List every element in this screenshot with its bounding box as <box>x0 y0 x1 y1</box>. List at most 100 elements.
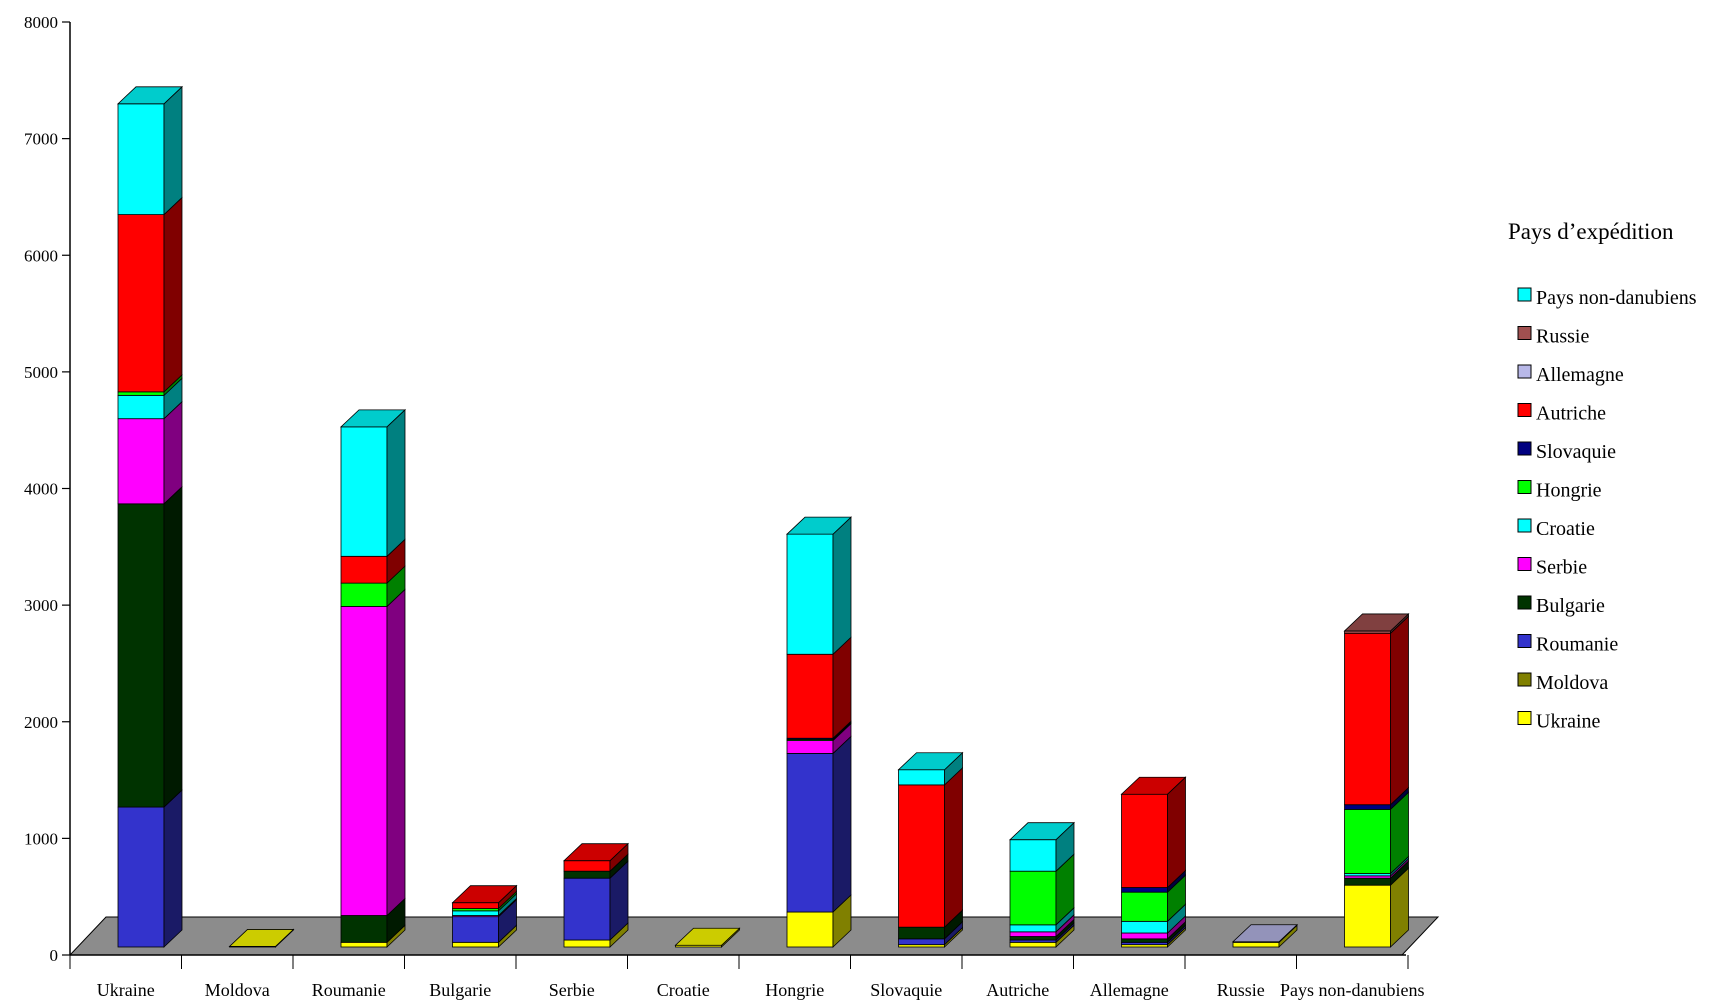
bar-segment-front <box>786 753 834 913</box>
legend-swatch <box>1517 403 1532 417</box>
legend-item: Russie <box>1517 326 1589 348</box>
legend-label: Croatie <box>1536 518 1595 540</box>
legend-item: Hongrie <box>1517 480 1602 502</box>
bar-top-cap <box>1120 776 1187 795</box>
legend-item: Moldova <box>1517 672 1608 694</box>
legend: Pays d’expédition Pays non-danubiens Russ… <box>1508 219 1697 733</box>
bar-segment-front <box>452 902 499 909</box>
bar-stack <box>1343 613 1410 948</box>
bar-segment-front <box>452 910 499 916</box>
category-label: Russie <box>1217 980 1265 1000</box>
bar-segment-front <box>1232 941 1280 948</box>
legend-swatch <box>1517 634 1532 648</box>
legend-label: Russie <box>1536 326 1589 348</box>
category-label: Pays non-danubiens <box>1280 980 1424 1000</box>
legend-item: Serbie <box>1517 557 1587 579</box>
category-label: Allemagne <box>1090 980 1169 1000</box>
legend-label: Slovaquie <box>1536 441 1616 463</box>
category-label: Serbie <box>549 980 595 1000</box>
legend-item: Pays non-danubiens <box>1517 287 1697 309</box>
bar-segment-front <box>1009 941 1057 948</box>
bar-segment-front <box>340 915 388 943</box>
bar-segment-front <box>340 555 388 584</box>
bar-segment-front <box>898 769 945 786</box>
bar-segment-side <box>386 408 406 558</box>
bar-segment-front <box>117 394 165 420</box>
legend-swatch <box>1517 557 1532 571</box>
legend-swatch <box>1517 326 1532 340</box>
bar-segment-side <box>163 196 183 393</box>
bar-segment-front <box>1009 936 1057 941</box>
bar-stacks <box>116 85 1410 948</box>
bar-segment-front <box>1121 938 1168 943</box>
legend-swatch <box>1517 364 1532 379</box>
bar-segment-front <box>563 870 611 879</box>
bar-segment-front <box>898 926 945 940</box>
bar-segment-front <box>898 784 945 928</box>
bar-segment-front <box>117 806 165 948</box>
y-tick-label: 7000 <box>24 130 58 149</box>
bar-stack <box>562 842 630 948</box>
bar-segment-front <box>786 911 834 948</box>
x-axis: Ukraine Moldova Roumanie Bulgarie Serbie Croa… <box>69 955 1424 1000</box>
bar-segment-front <box>340 606 388 916</box>
y-tick-label: 8000 <box>24 13 58 32</box>
bar-top-cap <box>451 885 518 904</box>
y-tick-label: 4000 <box>24 480 58 499</box>
bar-top-cap <box>1008 822 1076 841</box>
bar-segment-side <box>386 588 406 917</box>
legend-item: Roumanie <box>1517 634 1618 656</box>
y-tick-label: 6000 <box>24 246 58 265</box>
bar-segment-front <box>340 426 388 557</box>
legend-item: Croatie <box>1517 518 1595 540</box>
y-tick-label: 3000 <box>24 596 58 615</box>
bar-stack <box>674 927 741 948</box>
bar-stack <box>228 928 295 948</box>
bar-top-cap <box>562 843 630 862</box>
bar-segment-front <box>1344 884 1391 948</box>
bar-segment-front <box>452 916 499 943</box>
legend-label: Allemagne <box>1536 364 1624 386</box>
bar-segment-side <box>832 516 852 656</box>
bar-segment-side <box>163 400 183 505</box>
bar-segment-side <box>163 789 183 948</box>
legend-label: Pays non-danubiens <box>1536 287 1697 309</box>
legend-label: Hongrie <box>1536 480 1602 502</box>
bar-segment-front <box>117 503 165 808</box>
bar-segment-front <box>563 860 611 872</box>
bar-segment-side <box>163 485 183 808</box>
bar-stack <box>451 884 518 948</box>
legend-item: Autriche <box>1517 403 1606 425</box>
y-tick-label: 0 <box>50 946 59 965</box>
bar-top-cap <box>1343 613 1410 632</box>
legend-label: Moldova <box>1536 672 1608 694</box>
category-label: Slovaquie <box>870 980 942 1000</box>
bar-segment-front <box>1121 920 1168 934</box>
bar-segment-side <box>1167 776 1186 889</box>
legend-label: Ukraine <box>1536 711 1601 733</box>
bar-segment-side <box>832 735 852 913</box>
bar-top-cap <box>1231 924 1299 943</box>
y-axis: 0 1000 2000 3000 4000 5000 6000 7000 8000 <box>24 13 1406 965</box>
category-label: Autriche <box>986 980 1049 1000</box>
bar-segment-front <box>1009 839 1057 872</box>
category-label: Hongrie <box>765 980 824 1000</box>
bar-segment-front <box>563 877 611 941</box>
legend-item: Bulgarie <box>1517 595 1605 617</box>
bar-segment-front <box>1344 808 1391 874</box>
bar-segment-front <box>1009 924 1057 933</box>
legend-item: Slovaquie <box>1517 441 1616 463</box>
bar-segment-front <box>117 418 165 505</box>
bar-stack <box>785 516 853 948</box>
bar-stack <box>339 408 407 948</box>
bar-segment-front <box>117 214 165 393</box>
bar-segment-front <box>1344 632 1391 806</box>
bar-top-cap <box>339 409 407 428</box>
bar-segment-front <box>786 740 834 754</box>
legend-item: Ukraine <box>1517 711 1601 733</box>
bar-segment-side <box>163 85 183 216</box>
bar-segment-front <box>117 103 165 215</box>
bar-segment-front <box>1344 804 1391 810</box>
legend-swatch <box>1517 672 1532 687</box>
category-label: Ukraine <box>97 980 155 1000</box>
